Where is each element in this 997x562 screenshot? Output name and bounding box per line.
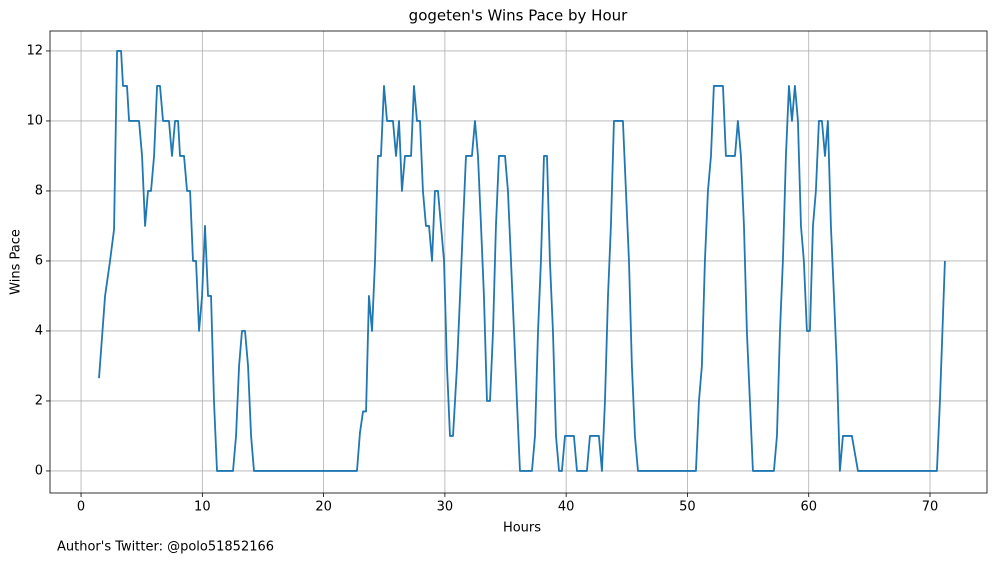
y-tick-label: 10 (26, 113, 43, 128)
x-tick-label: 60 (800, 500, 817, 515)
y-axis-label: Wins Pace (9, 229, 24, 295)
y-tick-label: 8 (35, 183, 43, 198)
y-tick-label: 6 (35, 253, 43, 268)
x-tick-label: 50 (679, 500, 696, 515)
data-line (98, 50, 946, 472)
x-tick-label: 20 (315, 500, 332, 515)
chart-title: gogeten's Wins Pace by Hour (409, 7, 628, 25)
y-tick-label: 4 (35, 323, 43, 338)
x-axis-label: Hours (503, 521, 541, 536)
y-tick-label: 0 (35, 463, 43, 478)
x-tick-label: 30 (437, 500, 454, 515)
y-tick-label: 2 (35, 393, 43, 408)
x-tick-label: 40 (558, 500, 575, 515)
x-tick-label: 10 (194, 500, 211, 515)
y-tick-label: 12 (26, 43, 43, 58)
x-tick-label: 0 (77, 500, 85, 515)
x-tick-label: 70 (922, 500, 939, 515)
plot-frame (49, 30, 988, 494)
footer-note: Author's Twitter: @polo51852166 (57, 540, 274, 555)
